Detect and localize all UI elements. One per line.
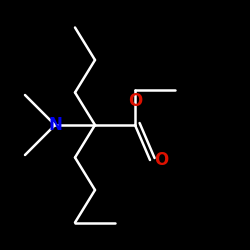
Text: O: O [154, 151, 168, 169]
Text: O: O [128, 92, 142, 110]
Text: N: N [48, 116, 62, 134]
